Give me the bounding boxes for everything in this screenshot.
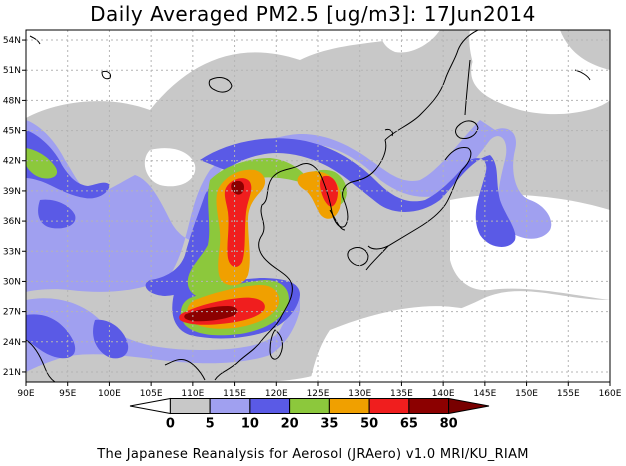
colorbar-swatch — [289, 398, 330, 414]
pm25-band-20-35 — [26, 130, 110, 199]
colorbar-over-arrow — [448, 397, 490, 415]
colorbar-level-label: 80 — [440, 417, 458, 432]
lon-tick-label: 135E — [390, 389, 413, 399]
colorbar-swatch — [408, 398, 450, 414]
pm25-band-20-35 — [26, 314, 76, 359]
lat-tick-label: 24N — [3, 338, 21, 348]
colorbar-swatch — [209, 398, 251, 414]
pm25-band-0-5 — [26, 30, 230, 112]
lat-tick-label: 45N — [3, 127, 21, 137]
colorbar-swatch — [368, 398, 410, 414]
lon-tick-label: 140E — [432, 389, 455, 399]
colorbar: 0 5 10 20 35 50 65 80 — [129, 397, 490, 432]
pm25-band-10-20 — [26, 290, 300, 372]
colorbar-level-label: 5 — [206, 417, 215, 432]
lat-tick-label: 33N — [3, 247, 21, 257]
longitude-axis: 90E 95E 100E 105E 110E 115E 120E 125E 130E 135E 14… — [17, 382, 622, 399]
lon-tick-label: 120E — [265, 389, 288, 399]
lon-tick-label: 115E — [223, 389, 246, 399]
colorbar-level-label: 10 — [241, 417, 259, 432]
colorbar-swatch — [169, 398, 211, 414]
lat-tick-label: 54N — [3, 36, 21, 46]
colorbar-level-label: 35 — [320, 417, 338, 432]
colorbar-level-label: 50 — [360, 417, 378, 432]
map-title: Daily Averaged PM2.5 [ug/m3]: 17Jun2014 — [90, 2, 536, 26]
lat-tick-label: 36N — [3, 217, 21, 227]
colorbar-swatch — [249, 398, 291, 414]
lat-tick-label: 30N — [3, 277, 21, 287]
lon-tick-label: 125E — [307, 389, 330, 399]
colorbar-swatch — [328, 398, 370, 414]
lon-tick-label: 100E — [98, 389, 121, 399]
lat-tick-label: 39N — [3, 187, 21, 197]
colorbar-level-label: 20 — [281, 417, 299, 432]
lat-tick-label: 51N — [3, 66, 21, 76]
lon-tick-label: 95E — [59, 389, 76, 399]
footer-credit: The Japanese Reanalysis for Aerosol (JRA… — [97, 447, 529, 462]
lat-tick-label: 42N — [3, 157, 21, 167]
pm25-band-0-5 — [144, 148, 196, 187]
lon-tick-label: 130E — [348, 389, 371, 399]
pm25-band-35-50 — [26, 148, 58, 179]
colorbar-level-label: 0 — [166, 417, 175, 432]
lon-tick-label: 90E — [17, 389, 34, 399]
pm25-band-0-5 — [469, 30, 555, 105]
pm25-band-65-80 — [224, 178, 252, 267]
pm25-band-20-35 — [93, 319, 129, 359]
colorbar-under-arrow — [129, 397, 171, 415]
lat-tick-label: 48N — [3, 96, 21, 106]
latitude-axis: 54N 51N 48N 45N 42N 39N 36N 33N 30N 27N 24N 21N — [3, 36, 26, 378]
pm25-band-5-10 — [560, 30, 610, 70]
colorbar-level-label: 65 — [400, 417, 418, 432]
pm25-band-10-20 — [26, 120, 552, 292]
lon-tick-label: 155E — [557, 389, 580, 399]
pm25-band-0-5 — [380, 30, 440, 53]
lon-tick-label: 105E — [140, 389, 163, 399]
lon-tick-label: 145E — [473, 389, 496, 399]
pm25-band-0-5 — [310, 306, 470, 382]
lon-tick-label: 110E — [181, 389, 204, 399]
pm25-band-over-80 — [184, 306, 238, 322]
lon-tick-label: 150E — [515, 389, 538, 399]
graticule — [26, 30, 610, 382]
pm25-band-20-35 — [145, 138, 516, 296]
lon-tick-label: 160E — [599, 389, 622, 399]
lat-tick-label: 27N — [3, 308, 21, 318]
coastlines — [26, 30, 591, 382]
lat-tick-label: 21N — [3, 368, 21, 378]
